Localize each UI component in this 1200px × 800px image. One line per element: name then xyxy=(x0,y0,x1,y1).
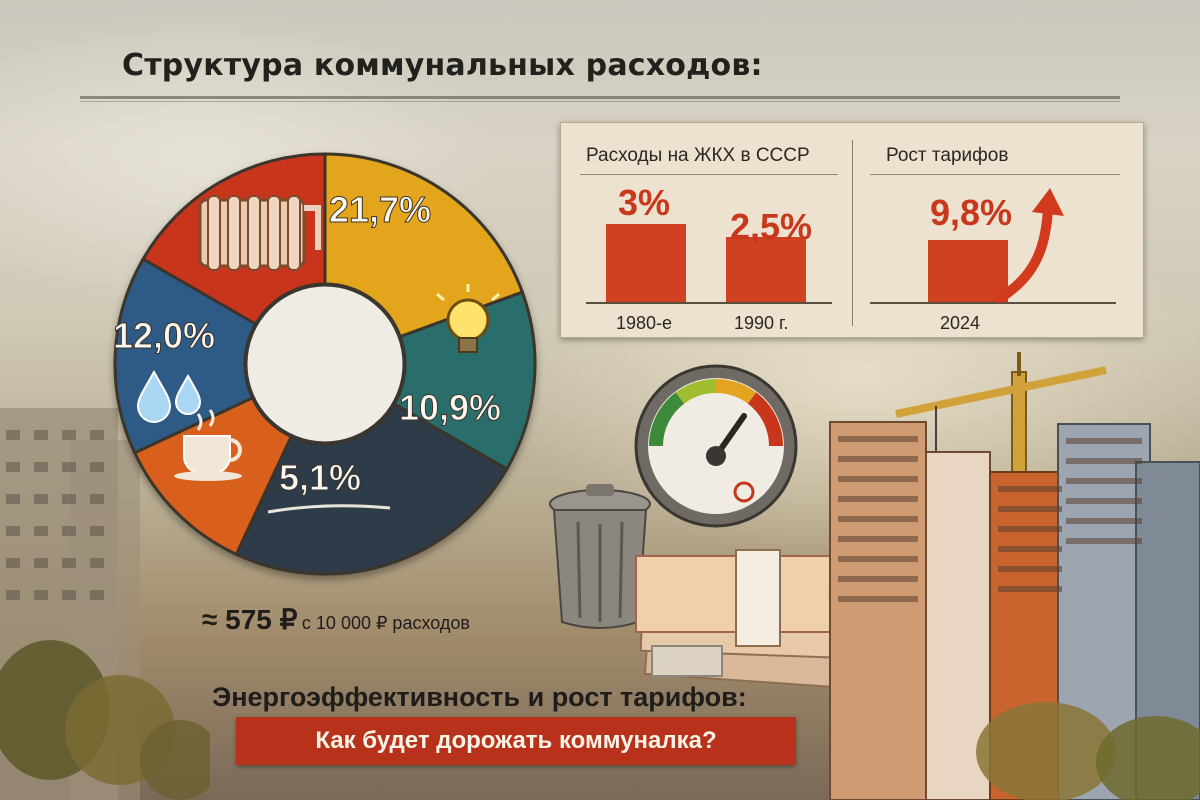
slice-underline xyxy=(267,504,391,514)
donut-slice-label: 12,0% xyxy=(113,315,215,356)
radiator-icon xyxy=(198,195,321,271)
window-row xyxy=(6,590,112,600)
water-drops-icon xyxy=(136,369,202,423)
window-row xyxy=(6,462,112,472)
bar-1980s-category-label: 1980-е xyxy=(616,313,673,333)
tariff-growth-title: Рост тарифов xyxy=(886,145,1009,166)
page-title: Структура коммунальных расходов: xyxy=(122,48,763,83)
tariff-chart-baseline xyxy=(870,302,1116,304)
bar-1980s-value-label: 3% xyxy=(618,182,671,223)
donut-slice-label: 10,9% xyxy=(399,387,501,428)
cost-annotation-rest: с 10 000 ₽ расходов xyxy=(301,613,470,633)
ussr-title-underline xyxy=(580,174,838,175)
title-divider-thin xyxy=(80,101,1120,102)
cost-annotation: ≈ 575 ₽ с 10 000 ₽ расходов xyxy=(202,603,470,636)
bar-1990 xyxy=(726,237,806,302)
coffee-cup-icon xyxy=(174,409,242,481)
window-row xyxy=(6,558,112,568)
expense-structure-donut-chart: 21,7% 10,9% 5,1% 12,0% xyxy=(112,152,537,576)
trash-bin-icon xyxy=(549,484,651,629)
up-arrow-icon xyxy=(996,188,1064,303)
window-row xyxy=(6,494,112,504)
bar-2024 xyxy=(928,240,1008,302)
window-row xyxy=(6,526,112,536)
new-buildings-and-crane xyxy=(829,352,1200,800)
tariff-title-underline xyxy=(870,174,1120,175)
title-divider xyxy=(80,96,1120,99)
utility-meter-gauge-icon xyxy=(634,364,798,528)
bar-2024-value-label: 9,8% xyxy=(930,192,1013,233)
lightbulb-icon xyxy=(436,284,500,353)
trees-left xyxy=(0,640,210,800)
ussr-chart-baseline xyxy=(586,302,832,304)
bar-2024-category-label: 2024 xyxy=(940,313,981,333)
donut-slice-label: 5,1% xyxy=(279,457,361,498)
question-banner: Как будет дорожать коммуналка? xyxy=(236,717,796,765)
donut-hole xyxy=(244,283,406,445)
cost-annotation-amount: ≈ 575 ₽ xyxy=(202,604,298,635)
bar-1980s xyxy=(606,224,686,302)
card-divider xyxy=(852,140,853,326)
donut-slice-label: 21,7% xyxy=(329,189,431,230)
question-banner-text: Как будет дорожать коммуналка? xyxy=(315,727,717,754)
bar-1990-category-label: 1990 г. xyxy=(734,313,789,333)
subtitle: Энергоэффективность и рост тарифов: xyxy=(212,682,747,712)
ussr-spending-title: Расходы на ЖКХ в СССР xyxy=(586,145,810,166)
window-row xyxy=(6,430,112,440)
bar-1990-value-label: 2,5% xyxy=(730,206,813,247)
